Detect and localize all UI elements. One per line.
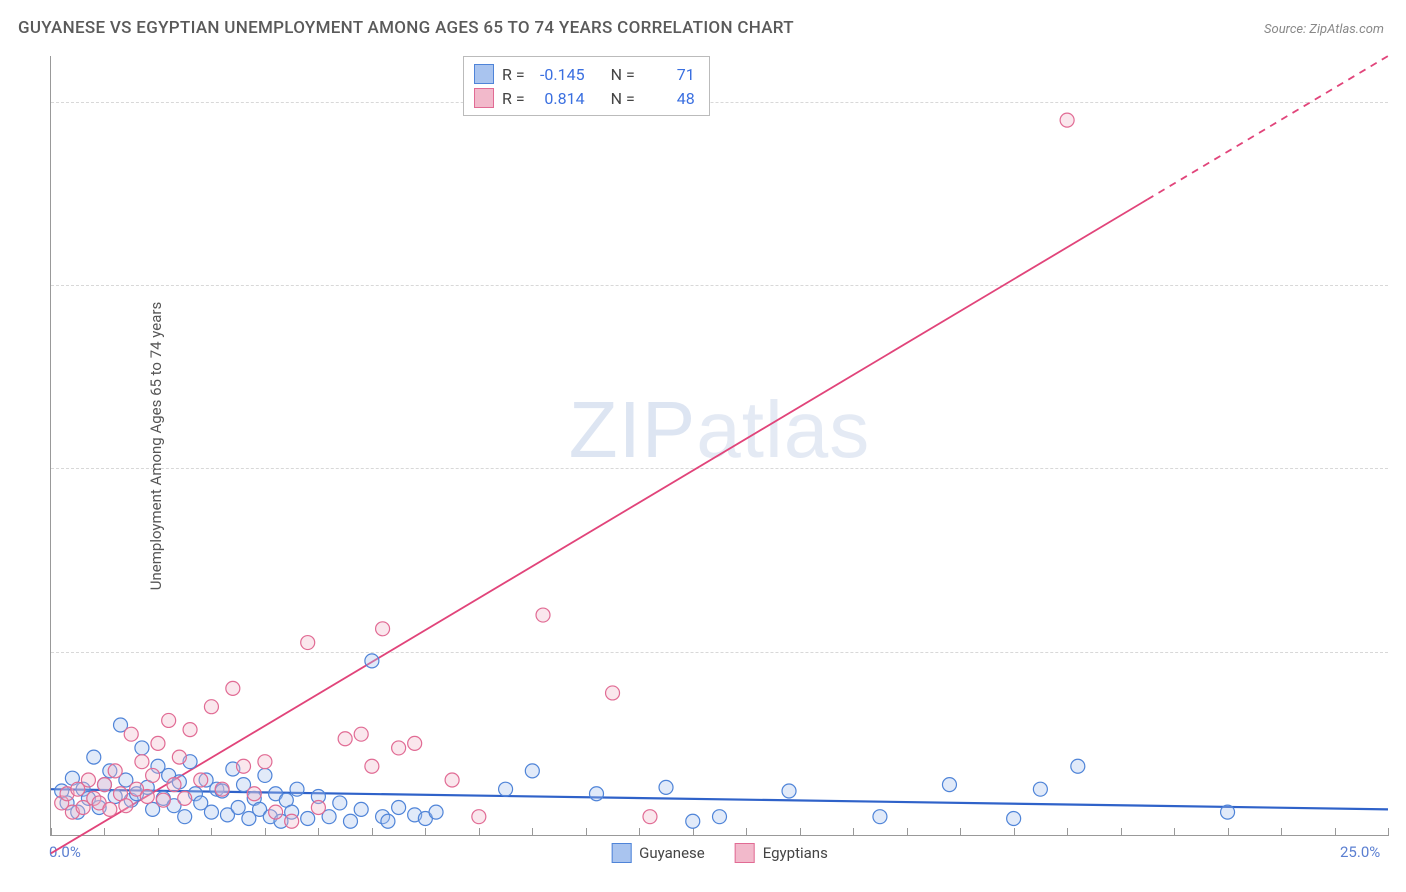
legend-swatch: [474, 88, 494, 108]
legend-item: Guyanese: [611, 843, 705, 863]
data-point: [226, 681, 240, 695]
data-point: [338, 732, 352, 746]
data-point: [301, 636, 315, 650]
data-point: [151, 736, 165, 750]
data-point: [97, 778, 111, 792]
stat-r-label: R =: [502, 65, 525, 84]
legend-item: Egyptians: [735, 843, 828, 863]
stat-r-value: -0.145: [533, 65, 585, 84]
data-point: [140, 790, 154, 804]
legend-stats-row: R = 0.814 N = 48: [474, 86, 695, 110]
data-point: [1071, 759, 1085, 773]
trend-line: [51, 200, 1147, 854]
stat-r-value: 0.814: [533, 89, 585, 108]
data-point: [204, 700, 218, 714]
data-point: [119, 799, 133, 813]
data-point: [1007, 812, 1021, 826]
data-point: [135, 741, 149, 755]
data-point: [237, 759, 251, 773]
data-point: [87, 750, 101, 764]
data-point: [269, 805, 283, 819]
data-point: [231, 801, 245, 815]
data-point: [643, 810, 657, 824]
stat-n-label: N =: [611, 65, 635, 84]
data-point: [156, 793, 170, 807]
data-point: [124, 727, 138, 741]
data-point: [333, 796, 347, 810]
data-point: [178, 810, 192, 824]
legend-stats-box: R = -0.145 N = 71 R = 0.814 N = 48: [463, 56, 710, 116]
data-point: [782, 784, 796, 798]
data-point: [162, 713, 176, 727]
data-point: [103, 802, 117, 816]
data-point: [354, 802, 368, 816]
data-point: [536, 608, 550, 622]
data-point: [108, 764, 122, 778]
chart-container: GUYANESE VS EGYPTIAN UNEMPLOYMENT AMONG …: [0, 0, 1406, 892]
data-point: [343, 814, 357, 828]
data-point: [194, 773, 208, 787]
data-point: [247, 787, 261, 801]
legend-stats-row: R = -0.145 N = 71: [474, 62, 695, 86]
data-point: [942, 778, 956, 792]
data-point: [429, 805, 443, 819]
data-point: [172, 750, 186, 764]
data-point: [365, 654, 379, 668]
data-point: [258, 755, 272, 769]
trend-line-dashed: [1147, 56, 1388, 200]
legend-label: Guyanese: [639, 844, 705, 862]
data-point: [713, 810, 727, 824]
stat-r-label: R =: [502, 89, 525, 108]
data-point: [204, 805, 218, 819]
stat-n-value: 71: [643, 65, 695, 84]
data-point: [392, 801, 406, 815]
legend-swatch: [611, 843, 631, 863]
data-point: [408, 736, 422, 750]
scatter-svg: [51, 56, 1388, 835]
data-point: [81, 773, 95, 787]
data-point: [311, 801, 325, 815]
data-point: [285, 814, 299, 828]
data-point: [135, 755, 149, 769]
data-point: [589, 787, 603, 801]
data-point: [472, 810, 486, 824]
data-point: [606, 686, 620, 700]
data-point: [376, 622, 390, 636]
data-point: [445, 773, 459, 787]
data-point: [392, 741, 406, 755]
data-point: [381, 814, 395, 828]
data-point: [258, 768, 272, 782]
stat-n-value: 48: [643, 89, 695, 108]
data-point: [659, 780, 673, 794]
data-point: [178, 791, 192, 805]
source-attribution: Source: ZipAtlas.com: [1264, 22, 1384, 37]
data-point: [525, 764, 539, 778]
data-point: [167, 778, 181, 792]
legend-label: Egyptians: [763, 844, 828, 862]
x-tick-label: 25.0%: [1340, 843, 1380, 861]
data-point: [1033, 782, 1047, 796]
bottom-legend: Guyanese Egyptians: [611, 843, 828, 863]
data-point: [499, 782, 513, 796]
data-point: [1221, 805, 1235, 819]
data-point: [301, 812, 315, 826]
data-point: [290, 782, 304, 796]
data-point: [146, 768, 160, 782]
data-point: [183, 723, 197, 737]
data-point: [354, 727, 368, 741]
data-point: [215, 782, 229, 796]
data-point: [365, 759, 379, 773]
chart-title: GUYANESE VS EGYPTIAN UNEMPLOYMENT AMONG …: [18, 18, 794, 38]
plot-area: ZIPatlas 20.0%40.0%60.0%80.0% 0.0%25.0% …: [50, 56, 1388, 836]
legend-swatch: [474, 64, 494, 84]
legend-swatch: [735, 843, 755, 863]
data-point: [873, 810, 887, 824]
data-point: [686, 814, 700, 828]
data-point: [1060, 113, 1074, 127]
stat-n-label: N =: [611, 89, 635, 108]
x-tick: [1388, 828, 1389, 836]
